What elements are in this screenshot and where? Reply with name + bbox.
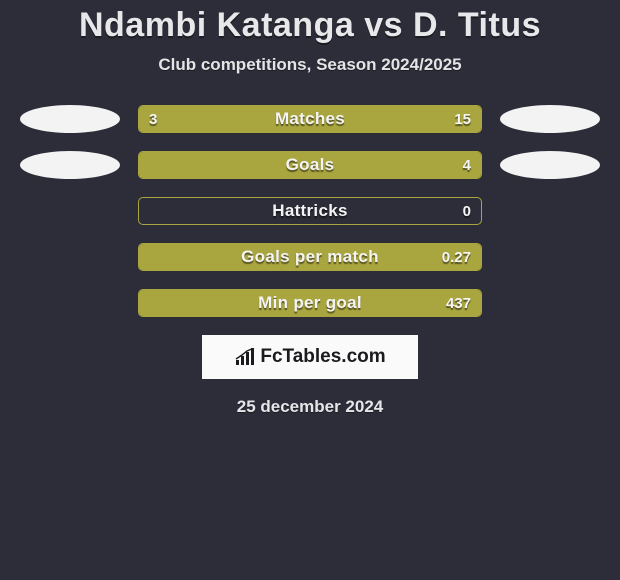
avatar-spacer: [500, 243, 600, 271]
comparison-card: Ndambi Katanga vs D. Titus Club competit…: [0, 0, 620, 417]
stat-row: Goals per match0.27: [0, 243, 620, 271]
stat-value-right: 0.27: [442, 244, 471, 270]
stat-label: Goals per match: [139, 244, 481, 270]
stat-bar-track: Matches3 15: [138, 105, 482, 133]
stat-value-right: 15: [454, 106, 471, 132]
subtitle: Club competitions, Season 2024/2025: [0, 55, 620, 75]
stat-label: Goals: [139, 152, 481, 178]
stat-row: Matches3 15: [0, 105, 620, 133]
stat-value-right: 437: [446, 290, 471, 316]
avatar-spacer: [20, 197, 120, 225]
stat-value-right: 0: [463, 198, 471, 224]
avatar-spacer: [20, 289, 120, 317]
stat-row: Goals4: [0, 151, 620, 179]
stat-bar-track: Goals per match0.27: [138, 243, 482, 271]
stat-row: Min per goal437: [0, 289, 620, 317]
stat-label: Matches: [139, 106, 481, 132]
stat-bar-track: Hattricks0: [138, 197, 482, 225]
player-avatar-right: [500, 105, 600, 133]
stat-bar-track: Goals4: [138, 151, 482, 179]
player-avatar-left: [20, 105, 120, 133]
stat-value-right: 4: [463, 152, 471, 178]
stat-label: Min per goal: [139, 290, 481, 316]
player-avatar-right: [500, 151, 600, 179]
brand-text: FcTables.com: [260, 346, 385, 368]
stat-row: Hattricks0: [0, 197, 620, 225]
brand-inner: FcTables.com: [234, 346, 385, 368]
avatar-spacer: [500, 197, 600, 225]
stat-value-left: 3: [149, 106, 157, 132]
snapshot-date: 25 december 2024: [0, 397, 620, 417]
brand-badge: FcTables.com: [202, 335, 418, 379]
avatar-spacer: [20, 243, 120, 271]
page-title: Ndambi Katanga vs D. Titus: [0, 6, 620, 45]
brand-chart-icon: [234, 348, 256, 366]
stat-rows: Matches3 15 Goals4 Hattricks0 Goals per matc…: [0, 105, 620, 317]
avatar-spacer: [500, 289, 600, 317]
stat-bar-track: Min per goal437: [138, 289, 482, 317]
stat-label: Hattricks: [139, 198, 481, 224]
player-avatar-left: [20, 151, 120, 179]
